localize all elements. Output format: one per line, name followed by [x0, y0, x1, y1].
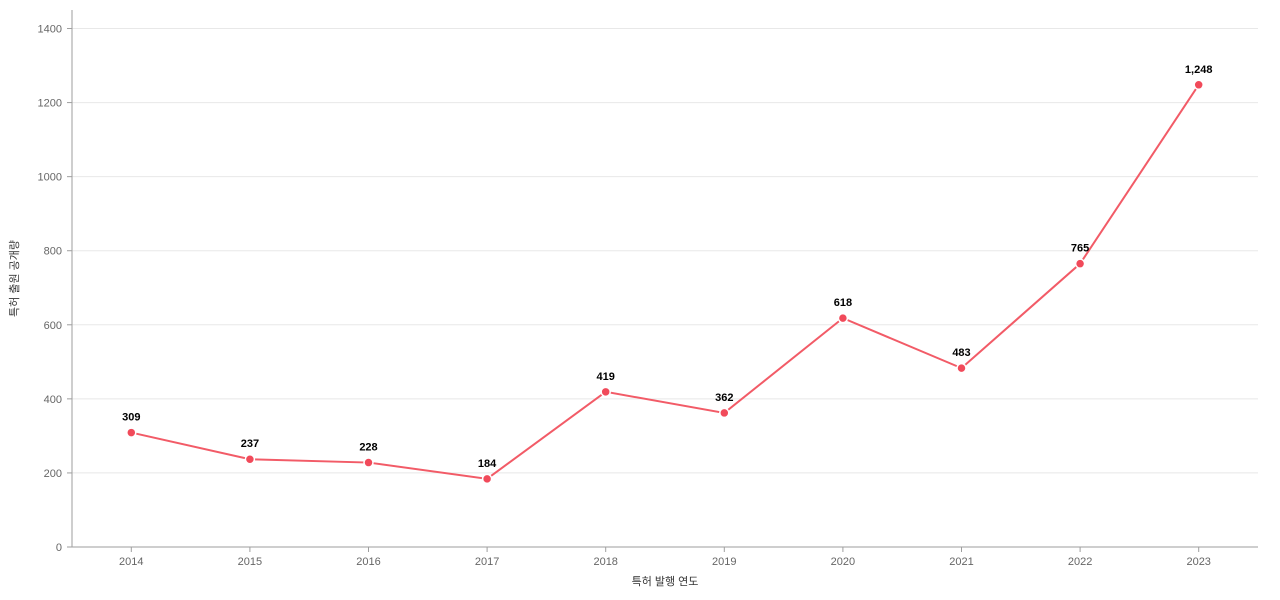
data-label: 483: [952, 347, 970, 359]
data-point: [1076, 259, 1085, 268]
data-label: 618: [834, 297, 852, 309]
y-axis-title: 특허 출원 공개량: [8, 240, 21, 317]
x-tick-label: 2014: [119, 556, 143, 568]
data-point: [245, 455, 254, 464]
y-tick-label: 1200: [38, 98, 62, 110]
x-tick-label: 2015: [238, 556, 262, 568]
data-line: [131, 85, 1198, 479]
data-label: 184: [478, 458, 497, 470]
patent-line-chart: 0 200 400 600 800 1000 1200 1400 2014 2015 2016 201…: [0, 0, 1280, 600]
data-label: 228: [359, 442, 377, 454]
data-label: 419: [597, 371, 615, 383]
x-tick-label: 2022: [1068, 556, 1092, 568]
y-tick-label: 0: [56, 542, 62, 554]
data-point: [957, 364, 966, 373]
x-axis-title: 특허 발행 연도: [632, 575, 699, 588]
data-point: [364, 458, 373, 467]
y-tick-label: 1000: [38, 172, 62, 184]
chart-svg: 0 200 400 600 800 1000 1200 1400 2014 2015 2016 201…: [0, 0, 1280, 600]
x-tick-label: 2017: [475, 556, 499, 568]
data-label: 1,248: [1185, 64, 1213, 76]
data-label: 765: [1071, 243, 1089, 255]
data-label: 237: [241, 438, 259, 450]
y-tick-label: 400: [44, 394, 62, 406]
x-tick-label: 2021: [949, 556, 973, 568]
data-point: [127, 428, 136, 437]
y-tick-label: 600: [44, 320, 62, 332]
y-tick-label: 200: [44, 468, 62, 480]
x-tick-label: 2020: [831, 556, 855, 568]
data-point: [720, 408, 729, 417]
y-tick-label: 1400: [38, 24, 62, 36]
data-label: 362: [715, 392, 733, 404]
x-tick-label: 2016: [356, 556, 380, 568]
x-tick-label: 2018: [593, 556, 617, 568]
data-point: [1194, 80, 1203, 89]
data-point: [838, 314, 847, 323]
y-tick-label: 800: [44, 246, 62, 258]
data-label: 309: [122, 412, 140, 424]
data-point: [483, 474, 492, 483]
x-tick-label: 2019: [712, 556, 736, 568]
x-tick-label: 2023: [1186, 556, 1210, 568]
data-point: [601, 387, 610, 396]
